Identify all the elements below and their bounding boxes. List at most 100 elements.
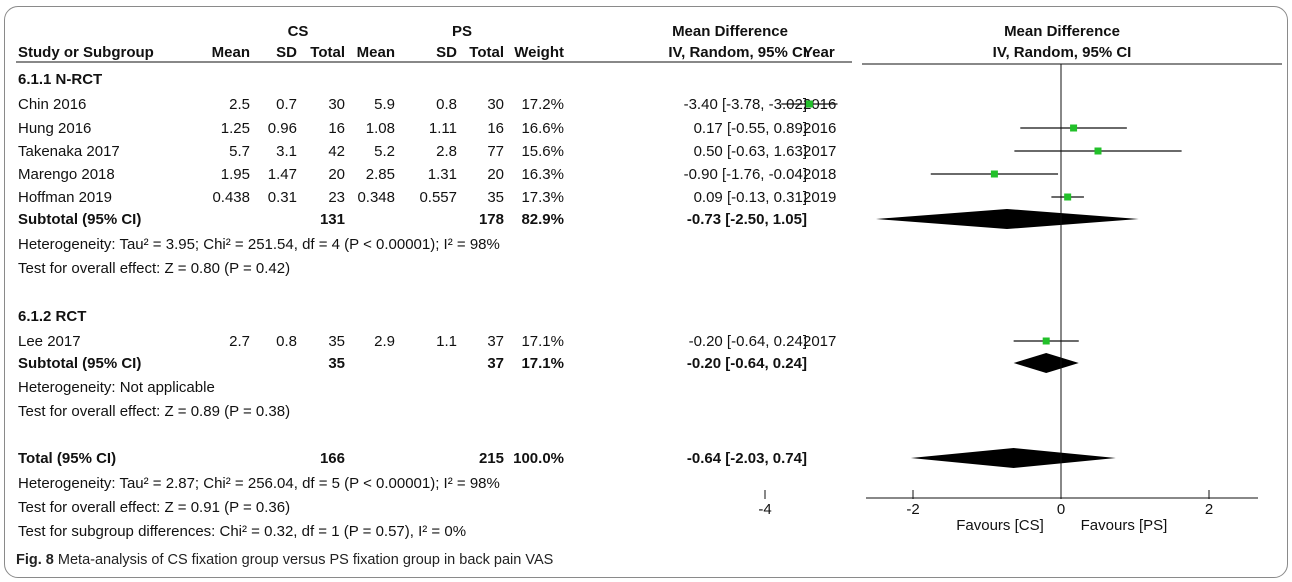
subtotal-cs-total: 131 — [320, 211, 345, 228]
study-label: Marengo 2018 — [18, 166, 115, 183]
cs-mean: 1.25 — [221, 120, 250, 137]
weight: 15.6% — [521, 143, 564, 160]
subtotal-diamond — [1013, 353, 1079, 373]
ps-total: 37 — [487, 333, 504, 350]
ps-total: 16 — [487, 120, 504, 137]
overall-effect-text: Test for overall effect: Z = 0.80 (P = 0… — [18, 260, 290, 277]
subtotal-diamond — [876, 209, 1139, 229]
subtotal-ps-total: 178 — [479, 211, 504, 228]
group1-header: CS — [288, 23, 309, 40]
study-label: Takenaka 2017 — [18, 143, 120, 160]
caption-label: Fig. 8 — [16, 552, 54, 568]
cs-total: 42 — [328, 143, 345, 160]
ps-mean: 1.08 — [366, 120, 395, 137]
weight: 17.2% — [521, 96, 564, 113]
heterogeneity-text: Heterogeneity: Tau² = 3.95; Chi² = 251.5… — [18, 236, 500, 253]
study-label: Hung 2016 — [18, 120, 91, 137]
cs-total: 23 — [328, 189, 345, 206]
cs-total: 30 — [328, 96, 345, 113]
study-label: Chin 2016 — [18, 96, 86, 113]
column-header: Weight — [514, 44, 564, 61]
tick-label: -2 — [906, 501, 919, 518]
year: 2018 — [803, 166, 836, 183]
ps-mean: 2.9 — [374, 333, 395, 350]
subtotal-cs-total: 35 — [328, 355, 345, 372]
cs-sd: 0.8 — [276, 333, 297, 350]
cs-mean: 0.438 — [212, 189, 250, 206]
total-label: Total (95% CI) — [18, 450, 116, 467]
total-ci-text: -0.64 [-2.03, 0.74] — [687, 450, 807, 467]
ps-total: 30 — [487, 96, 504, 113]
ps-mean: 0.348 — [357, 189, 395, 206]
ps-total: 77 — [487, 143, 504, 160]
year: 2016 — [803, 120, 836, 137]
ps-mean: 5.9 — [374, 96, 395, 113]
group2-header: PS — [452, 23, 472, 40]
ps-sd: 0.8 — [436, 96, 457, 113]
ps-total: 20 — [487, 166, 504, 183]
effect-square — [1042, 337, 1050, 345]
ps-sd: 1.11 — [429, 120, 457, 137]
total-weight: 100.0% — [513, 450, 564, 467]
overall-effect-text: Test for overall effect: Z = 0.89 (P = 0… — [18, 403, 290, 420]
effect-square — [805, 100, 813, 108]
weight: 16.6% — [521, 120, 564, 137]
subgroup-differences-text: Test for subgroup differences: Chi² = 0.… — [18, 523, 466, 540]
tick-label: -4 — [758, 501, 771, 518]
favours-right-label: Favours [PS] — [1081, 517, 1168, 534]
subtotal-weight: 82.9% — [521, 211, 564, 228]
total-overall-effect-text: Test for overall effect: Z = 0.91 (P = 0… — [18, 499, 290, 516]
cs-sd: 0.7 — [276, 96, 297, 113]
favours-left-label: Favours [CS] — [956, 517, 1044, 534]
ps-total: 35 — [487, 189, 504, 206]
tick-label: 2 — [1205, 501, 1213, 518]
year: 2019 — [803, 189, 836, 206]
subtotal-label: Subtotal (95% CI) — [18, 355, 141, 372]
tick-label: 0 — [1057, 501, 1065, 518]
subtotal-ci-text: -0.73 [-2.50, 1.05] — [687, 211, 807, 228]
total-diamond — [910, 448, 1116, 468]
ps-mean: 5.2 — [374, 143, 395, 160]
subtotal-label: Subtotal (95% CI) — [18, 211, 141, 228]
ps-sd: 2.8 — [436, 143, 457, 160]
column-header: Mean — [212, 44, 250, 61]
column-header: Total — [310, 44, 345, 61]
ps-sd: 1.1 — [436, 333, 457, 350]
effect-square — [1094, 147, 1102, 155]
column-header: IV, Random, 95% CI — [668, 44, 807, 61]
total-ps-total: 215 — [479, 450, 504, 467]
total-cs-total: 166 — [320, 450, 345, 467]
effect-square — [990, 170, 998, 178]
weight: 16.3% — [521, 166, 564, 183]
heterogeneity-text: Heterogeneity: Not applicable — [18, 379, 215, 396]
total-heterogeneity-text: Heterogeneity: Tau² = 2.87; Chi² = 256.0… — [18, 475, 500, 492]
ci-text: 0.17 [-0.55, 0.89] — [694, 120, 807, 137]
ps-mean: 2.85 — [366, 166, 395, 183]
study-label: Lee 2017 — [18, 333, 81, 350]
caption-text: Meta-analysis of CS fixation group versu… — [53, 552, 554, 568]
ci-text: 0.50 [-0.63, 1.63] — [694, 143, 807, 160]
weight: 17.3% — [521, 189, 564, 206]
weight: 17.1% — [521, 333, 564, 350]
cs-mean: 2.7 — [229, 333, 250, 350]
cs-total: 16 — [328, 120, 345, 137]
subtotal-ci-text: -0.20 [-0.64, 0.24] — [687, 355, 807, 372]
ci-text: -0.20 [-0.64, 0.24] — [689, 333, 807, 350]
ci-text: -3.40 [-3.78, -3.02] — [684, 96, 807, 113]
column-header: Study or Subgroup — [18, 44, 154, 61]
ps-sd: 1.31 — [428, 166, 457, 183]
cs-total: 35 — [328, 333, 345, 350]
subgroup-label: 6.1.2 RCT — [18, 308, 86, 325]
cs-mean: 1.95 — [221, 166, 250, 183]
effect-square — [1070, 124, 1078, 132]
figure-caption: Fig. 8 Meta-analysis of CS fixation grou… — [16, 552, 553, 568]
forest-title: Mean Difference — [1004, 23, 1120, 40]
subtotal-ps-total: 37 — [487, 355, 504, 372]
md-column-title: Mean Difference — [672, 23, 788, 40]
cs-mean: 2.5 — [229, 96, 250, 113]
year: 2017 — [803, 143, 836, 160]
ci-text: -0.90 [-1.76, -0.04] — [684, 166, 807, 183]
ci-text: 0.09 [-0.13, 0.31] — [694, 189, 807, 206]
cs-sd: 1.47 — [268, 166, 297, 183]
column-header: SD — [436, 44, 457, 61]
